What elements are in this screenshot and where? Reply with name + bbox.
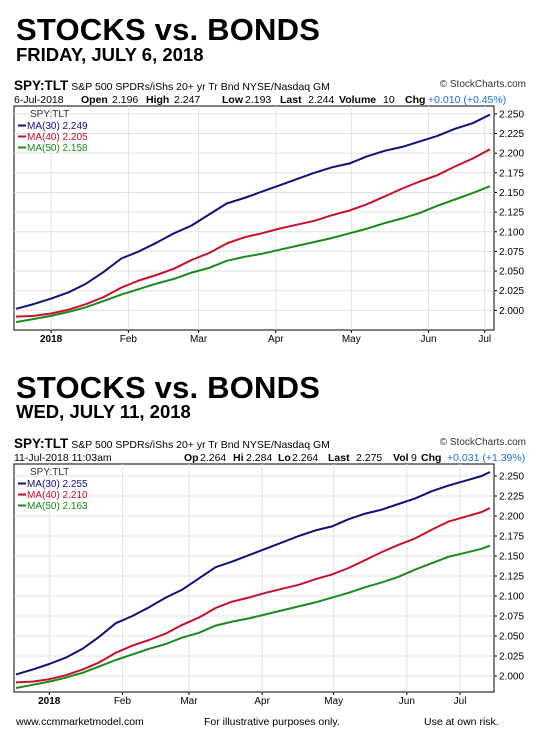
series-line-ma50 bbox=[15, 185, 491, 324]
y-tick-label: 2.100 bbox=[499, 227, 524, 238]
footer-risk: Use at own risk. bbox=[424, 716, 499, 728]
y-tick-label: 2.150 bbox=[499, 188, 524, 199]
quote-value: 6-Jul-2018 bbox=[14, 94, 64, 106]
y-tick-label: 2.025 bbox=[499, 652, 524, 663]
change-value: +0.010 (+0.45%) bbox=[428, 94, 507, 106]
stockcharts-brand: © StockCharts.com bbox=[439, 79, 526, 90]
chart-panel-1: SPY:TLT S&P 500 SPDRs/iShs 20+ yr Tr Bnd … bbox=[13, 78, 526, 346]
quote-label: High bbox=[146, 94, 170, 106]
quote-value: 10 bbox=[383, 94, 395, 106]
y-tick-label: 2.050 bbox=[499, 632, 524, 643]
x-tick-label: Jun bbox=[420, 334, 436, 345]
legend-entry: MA(40) 2.210 bbox=[27, 490, 88, 501]
chart-symbol: SPY:TLT bbox=[14, 436, 69, 451]
series-line-ma30 bbox=[15, 113, 491, 310]
y-tick-label: 2.175 bbox=[499, 168, 524, 179]
line-chart: 2.000 2.025 2.050 2.075 2.100 2.125 2.150 2.175… bbox=[13, 463, 524, 707]
y-tick-label: 2.150 bbox=[499, 552, 524, 563]
chart-header: SPY:TLT S&P 500 SPDRs/iShs 20+ yr Tr Bnd … bbox=[14, 78, 526, 93]
quote-value: 2.284 bbox=[246, 452, 273, 464]
change-value: +0.031 (+1.39%) bbox=[447, 452, 526, 464]
x-tick-label: Apr bbox=[268, 334, 284, 345]
x-tick-label: Apr bbox=[254, 696, 270, 707]
plot-area bbox=[13, 463, 495, 693]
quote-line: 6-Jul-2018 Open 2.196 High 2.247 Low 2.193 Last… bbox=[14, 94, 526, 107]
footer-website: www.ccmmarketmodel.com bbox=[16, 716, 144, 728]
legend-entry: MA(40) 2.205 bbox=[27, 132, 88, 143]
quote-value: 2.264 bbox=[200, 452, 227, 464]
y-tick-label: 2.000 bbox=[499, 672, 524, 683]
x-tick-label: Jul bbox=[478, 334, 491, 345]
legend-entry: MA(30) 2.255 bbox=[27, 479, 88, 490]
y-tick-label: 2.175 bbox=[499, 532, 524, 543]
quote-value: 2.244 bbox=[308, 94, 335, 106]
x-tick-label: Feb bbox=[114, 696, 132, 707]
quote-value: 9 bbox=[411, 452, 417, 464]
x-tick-label: Jun bbox=[399, 696, 415, 707]
chart-symbol: SPY:TLT bbox=[14, 78, 69, 93]
footer-disclaimer: For illustrative purposes only. bbox=[204, 716, 340, 728]
quote-value: 2.193 bbox=[245, 94, 272, 106]
x-tick-label: 2018 bbox=[38, 696, 61, 707]
y-tick-label: 2.225 bbox=[499, 492, 524, 503]
quote-line: 11-Jul-2018 11:03am Op 2.264 Hi 2.284 Lo 2.264… bbox=[14, 452, 526, 465]
chart-description: S&P 500 SPDRs/iShs 20+ yr Tr Bnd NYSE/Na… bbox=[71, 439, 330, 451]
legend-entry: MA(50) 2.163 bbox=[27, 501, 88, 512]
y-tick-label: 2.250 bbox=[499, 109, 524, 120]
y-tick-label: 2.225 bbox=[499, 129, 524, 140]
x-tick-label: 2018 bbox=[40, 334, 63, 345]
y-tick-label: 2.000 bbox=[499, 306, 524, 317]
quote-label: Open bbox=[81, 94, 108, 106]
y-tick-label: 2.200 bbox=[499, 512, 524, 523]
quote-label: Last bbox=[280, 94, 302, 106]
y-tick-label: 2.075 bbox=[499, 247, 524, 258]
y-tick-label: 2.250 bbox=[499, 472, 524, 483]
legend-title: SPY:TLT bbox=[30, 109, 69, 120]
panel2-title: STOCKS vs. BONDS bbox=[16, 370, 321, 405]
legend-entry: MA(50) 2.158 bbox=[27, 143, 88, 154]
series-line-ma50 bbox=[15, 544, 491, 689]
x-tick-label: May bbox=[324, 696, 343, 707]
quote-label: Chg bbox=[405, 94, 426, 106]
quote-label: Vol bbox=[393, 452, 409, 464]
x-tick-label: May bbox=[342, 334, 361, 345]
quote-value: 11-Jul-2018 11:03am bbox=[14, 452, 112, 464]
series-line-ma40 bbox=[15, 507, 491, 684]
chart-header: SPY:TLT S&P 500 SPDRs/iShs 20+ yr Tr Bnd … bbox=[14, 436, 526, 451]
quote-value: 2.264 bbox=[292, 452, 319, 464]
quote-label: Hi bbox=[233, 452, 244, 464]
line-chart: 2.000 2.025 2.050 2.075 2.100 2.125 2.150 2.175… bbox=[13, 105, 524, 345]
y-tick-label: 2.100 bbox=[499, 592, 524, 603]
x-tick-label: Jul bbox=[454, 696, 467, 707]
quote-label: Low bbox=[222, 94, 243, 106]
x-tick-label: Mar bbox=[180, 696, 198, 707]
panel1-title: STOCKS vs. BONDS bbox=[16, 12, 321, 47]
quote-label: Op bbox=[184, 452, 199, 464]
y-tick-label: 2.200 bbox=[499, 149, 524, 160]
quote-value: 2.275 bbox=[356, 452, 383, 464]
chart-description: S&P 500 SPDRs/iShs 20+ yr Tr Bnd NYSE/Na… bbox=[71, 81, 330, 93]
legend-entry: MA(30) 2.249 bbox=[27, 121, 88, 132]
panel1-subtitle: FRIDAY, JULY 6, 2018 bbox=[16, 44, 204, 65]
y-tick-label: 2.050 bbox=[499, 267, 524, 278]
quote-value: 2.247 bbox=[174, 94, 201, 106]
quote-label: Lo bbox=[278, 452, 291, 464]
legend-title: SPY:TLT bbox=[30, 467, 69, 478]
y-tick-label: 2.075 bbox=[499, 612, 524, 623]
quote-value: 2.196 bbox=[112, 94, 139, 106]
y-tick-label: 2.025 bbox=[499, 286, 524, 297]
chart-panel-2: SPY:TLT S&P 500 SPDRs/iShs 20+ yr Tr Bnd … bbox=[13, 436, 526, 708]
series-line-ma40 bbox=[15, 148, 491, 318]
stockcharts-brand: © StockCharts.com bbox=[439, 437, 526, 448]
quote-label: Last bbox=[328, 452, 350, 464]
quote-label: Chg bbox=[421, 452, 442, 464]
quote-label: Volume bbox=[339, 94, 377, 106]
series-line-ma30 bbox=[15, 471, 491, 676]
x-tick-label: Mar bbox=[190, 334, 208, 345]
panel2-subtitle: WED, JULY 11, 2018 bbox=[16, 401, 191, 422]
y-tick-label: 2.125 bbox=[499, 572, 524, 583]
x-tick-label: Feb bbox=[120, 334, 138, 345]
y-tick-label: 2.125 bbox=[499, 208, 524, 219]
